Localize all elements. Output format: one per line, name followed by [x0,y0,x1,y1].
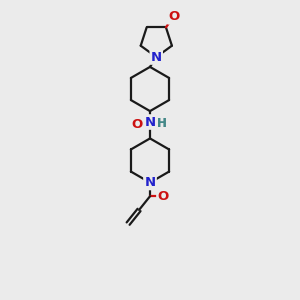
Text: O: O [168,10,179,23]
Text: H: H [157,117,166,130]
Text: N: N [151,50,162,64]
Text: N: N [144,176,156,189]
Text: O: O [168,10,179,23]
Text: H: H [157,117,166,130]
Text: O: O [158,190,169,203]
Text: N: N [151,50,162,64]
Text: N: N [144,116,156,128]
Text: O: O [158,190,169,203]
Text: O: O [131,118,142,131]
Text: N: N [144,176,156,189]
Text: N: N [144,116,156,128]
Text: O: O [131,118,142,131]
